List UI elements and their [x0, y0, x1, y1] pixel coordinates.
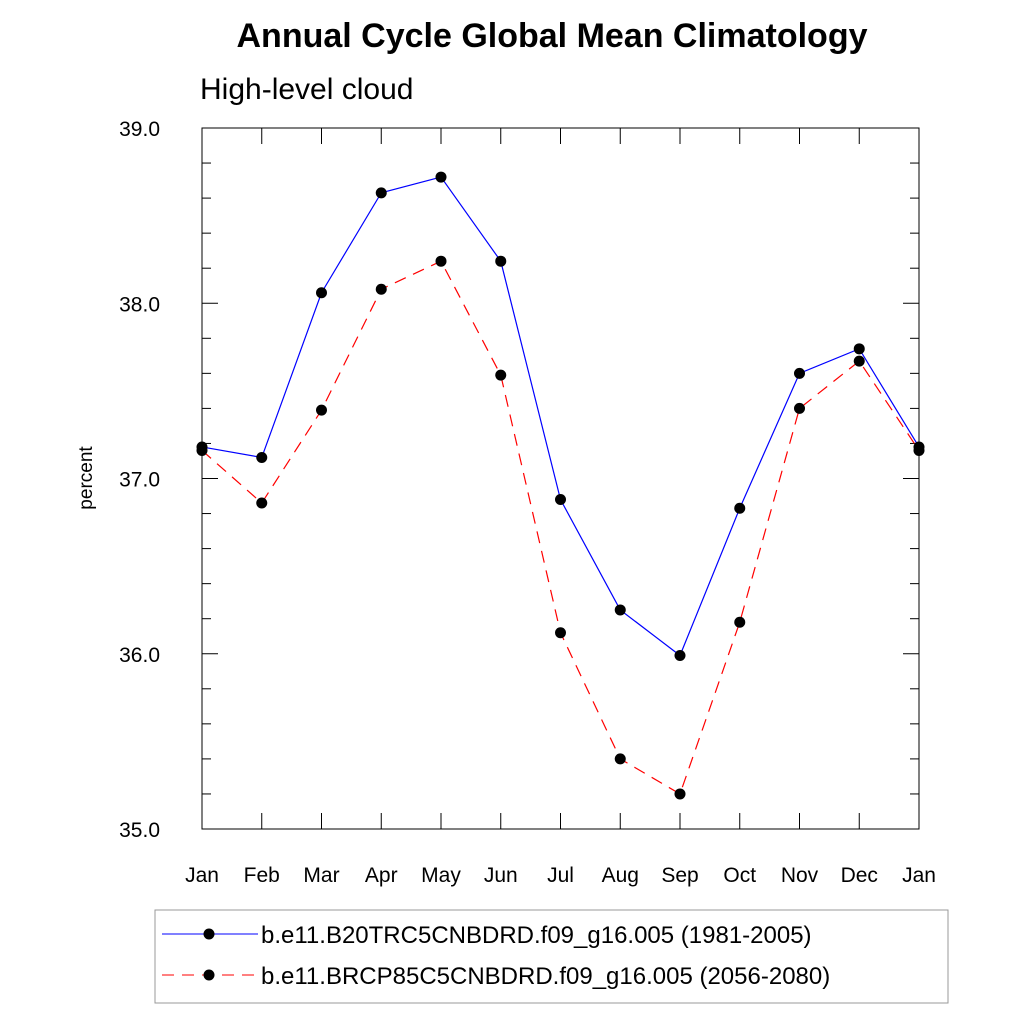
- x-tick-label: Feb: [244, 864, 280, 887]
- series-2-point-dec: [853, 355, 865, 367]
- series-2-point-jan: [913, 444, 925, 456]
- series-2-point-nov: [794, 402, 805, 414]
- series-2-point-apr: [375, 283, 387, 295]
- series-2-point-may: [435, 255, 447, 267]
- y-tick-label: 35.0: [119, 819, 160, 842]
- series-2-point-jul: [555, 627, 566, 639]
- series-1-point-may: [435, 171, 447, 183]
- x-tick-label: Sep: [661, 864, 698, 887]
- x-tick-label: Jun: [484, 864, 518, 887]
- plot-area: Jan Feb Mar Apr May Jun Jul Aug Sep Oct Nov Dec Jan 3…: [119, 118, 936, 887]
- y-axis-label: percent: [76, 446, 97, 510]
- series-1-point-mar: [316, 287, 327, 299]
- series-1-point-sep: [674, 650, 686, 662]
- y-tick-label: 39.0: [119, 118, 160, 141]
- legend-label-series-1: b.e11.B20TRC5CNBDRD.f09_g16.005 (1981-20…: [261, 922, 812, 949]
- legend: b.e11.B20TRC5CNBDRD.f09_g16.005 (1981-20…: [154, 909, 949, 1004]
- series-1-point-aug: [614, 604, 626, 616]
- series-1-point-dec: [853, 343, 865, 355]
- x-tick-label: Oct: [723, 864, 756, 887]
- x-tick-label: Apr: [365, 864, 398, 887]
- series-2-point-oct: [734, 616, 746, 628]
- series-line-2: [201, 260, 920, 795]
- x-tick-label: Jan: [185, 864, 219, 887]
- series-1-point-oct: [734, 502, 746, 514]
- chart-title: Annual Cycle Global Mean Climatology: [237, 17, 868, 55]
- series-1-point-jun: [495, 255, 507, 267]
- chart-subtitle: High-level cloud: [200, 73, 413, 106]
- series-1-point-nov: [794, 367, 805, 379]
- plot-frame: [201, 127, 920, 830]
- x-tick-label: Jul: [547, 864, 574, 887]
- y-tick-label: 38.0: [119, 293, 160, 316]
- legend-marker-series-1: [203, 928, 215, 940]
- legend-label-series-2: b.e11.BRCP85C5CNBDRD.f09_g16.005 (2056-2…: [261, 963, 830, 990]
- series-2-point-feb: [256, 497, 268, 509]
- series-line-1: [201, 176, 920, 657]
- series-2-point-sep: [674, 788, 686, 800]
- series-2-point-aug: [614, 753, 626, 765]
- x-tick-label: Nov: [781, 864, 819, 887]
- legend-box: [154, 909, 949, 1004]
- x-tick-label: May: [421, 864, 461, 887]
- series-1-point-apr: [375, 187, 387, 199]
- series-2-point-jan: [196, 444, 208, 456]
- series-2-point-jun: [495, 369, 507, 381]
- x-tick-label: Jan: [902, 864, 936, 887]
- x-tick-label: Dec: [841, 864, 878, 887]
- y-tick-label: 36.0: [119, 644, 160, 667]
- legend-marker-series-2: [203, 969, 215, 981]
- x-tick-label: Aug: [602, 864, 639, 887]
- series-2-point-mar: [316, 404, 327, 416]
- y-tick-label: 37.0: [119, 469, 160, 492]
- series-1-point-feb: [256, 451, 268, 463]
- series-1-point-jul: [555, 494, 566, 506]
- x-tick-label: Mar: [303, 864, 339, 887]
